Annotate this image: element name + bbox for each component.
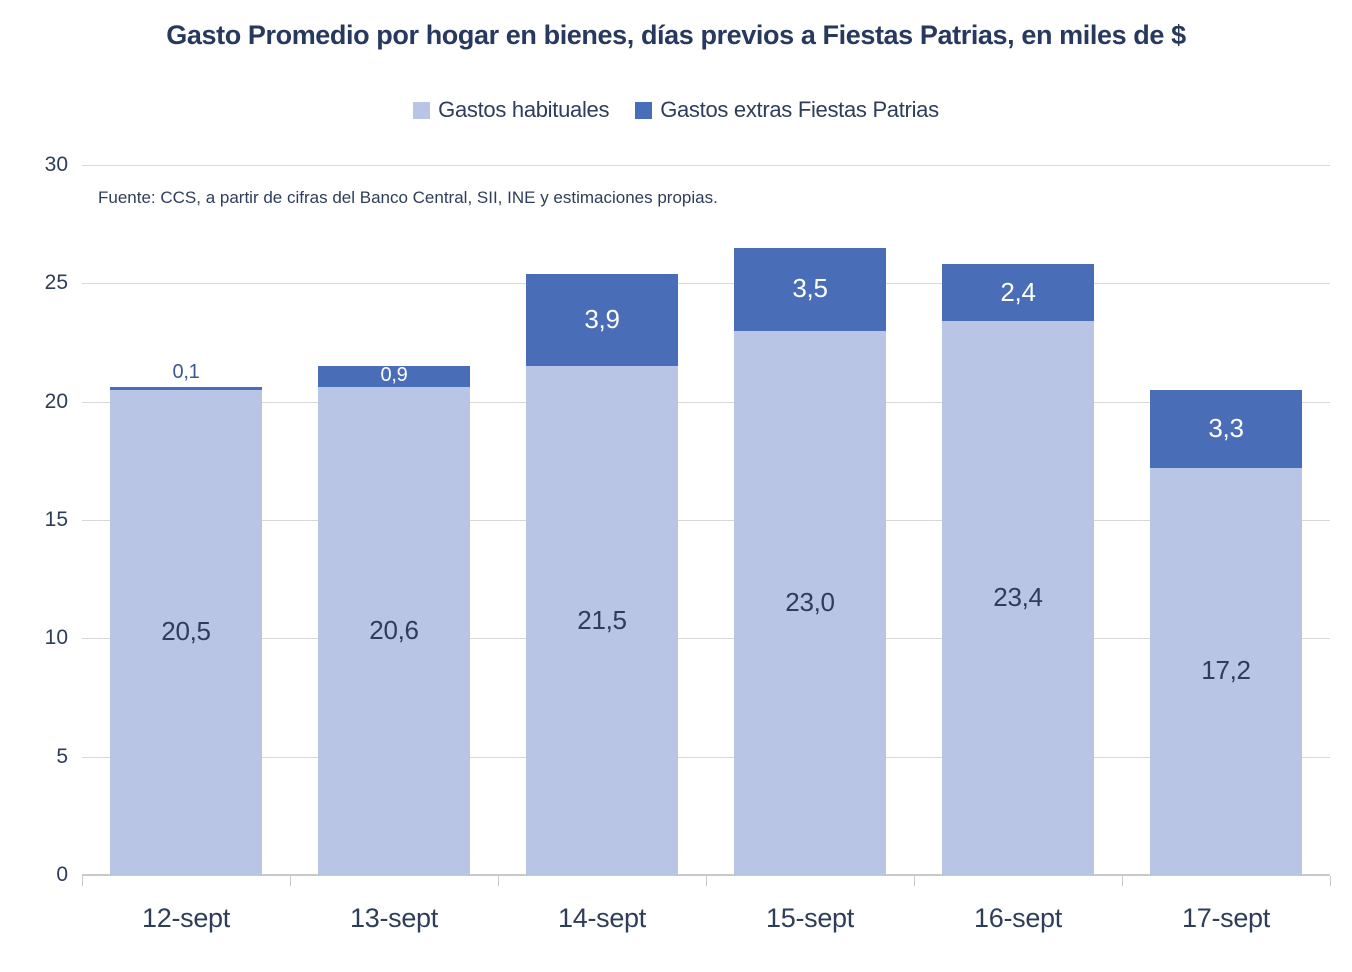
- gridline-y-10: [82, 638, 1330, 640]
- bar-label-extras: 3,3: [1208, 413, 1244, 443]
- bar-label-extras: 0,9: [380, 364, 408, 386]
- x-axis-tick: [706, 876, 707, 886]
- bar-13-sept-extras: [318, 366, 470, 388]
- bar-13-sept-habituales: [318, 387, 470, 875]
- y-axis-tick-label: 0: [56, 863, 68, 886]
- y-axis-tick-label: 5: [56, 744, 68, 768]
- x-axis-tick: [82, 876, 83, 886]
- x-axis-tick: [1330, 876, 1331, 886]
- bar-15-sept-habituales: [734, 330, 886, 875]
- bar-14-sept-habituales: [526, 366, 678, 875]
- legend-swatch-extras-icon: [635, 101, 653, 119]
- gridline-y-20: [82, 401, 1330, 403]
- bar-12-sept-extras: [110, 387, 262, 390]
- legend-item-gastos-habituales: Gastos habituales: [413, 97, 609, 123]
- y-axis-tick-label: 15: [44, 508, 68, 531]
- x-axis-tick: [498, 876, 499, 886]
- x-axis-tick: [914, 876, 915, 886]
- legend-label-gastos-habituales: Gastos habituales: [438, 97, 610, 122]
- bar-label-extras: 2,4: [1000, 277, 1036, 307]
- bar-label-extras: 0,1: [172, 361, 200, 383]
- x-axis-tick: [290, 876, 291, 886]
- gridline-y-15: [82, 520, 1330, 521]
- bar-label-habituales: 21,5: [577, 605, 627, 635]
- y-axis-tick-label: 25: [44, 271, 68, 295]
- y-axis-tick-label: 30: [44, 153, 68, 176]
- y-axis-tick-label: 20: [44, 389, 68, 413]
- chart-title: Gasto Promedio por hogar en bienes, días…: [166, 20, 1186, 50]
- source-note: Fuente: CCS, a partir de cifras del Banc…: [98, 188, 718, 207]
- x-axis-category-label: 13-sept: [350, 903, 438, 933]
- x-axis-category-label: 16-sept: [974, 903, 1062, 933]
- legend-label-gastos-extras: Gastos extras Fiestas Patrias: [660, 97, 939, 122]
- x-axis-tick: [1122, 876, 1123, 886]
- bar-label-habituales: 20,5: [161, 616, 211, 646]
- legend-swatch-habituales-icon: [413, 101, 431, 119]
- bar-16-sept-extras: [942, 264, 1094, 322]
- bar-16-sept-habituales: [942, 321, 1094, 875]
- gridline-y-30: [82, 165, 1330, 166]
- x-axis-category-label: 12-sept: [142, 903, 230, 933]
- bar-label-habituales: 20,6: [369, 615, 419, 645]
- bar-label-habituales: 23,0: [785, 587, 835, 617]
- bar-17-sept-habituales: [1150, 467, 1302, 875]
- bar-12-sept-habituales: [110, 389, 262, 875]
- y-axis-tick-label: 10: [44, 626, 68, 650]
- bar-label-habituales: 23,4: [993, 582, 1043, 612]
- bar-17-sept-extras: [1150, 389, 1302, 468]
- chart-legend: Gastos habituales Gastos extras Fiestas …: [0, 97, 1352, 123]
- gridline-y-5: [82, 756, 1330, 758]
- x-axis-line: [82, 874, 1330, 876]
- gridline-y-25: [82, 283, 1330, 285]
- x-axis-category-label: 14-sept: [558, 903, 646, 933]
- bar-label-habituales: 17,2: [1201, 655, 1251, 685]
- bar-label-extras: 3,5: [792, 273, 828, 303]
- x-axis-category-label: 15-sept: [766, 903, 854, 933]
- bar-15-sept-extras: [734, 247, 886, 331]
- bar-14-sept-extras: [526, 273, 678, 367]
- legend-item-gastos-extras: Gastos extras Fiestas Patrias: [635, 97, 939, 123]
- bar-label-extras: 3,9: [584, 304, 620, 334]
- x-axis-category-label: 17-sept: [1182, 903, 1270, 933]
